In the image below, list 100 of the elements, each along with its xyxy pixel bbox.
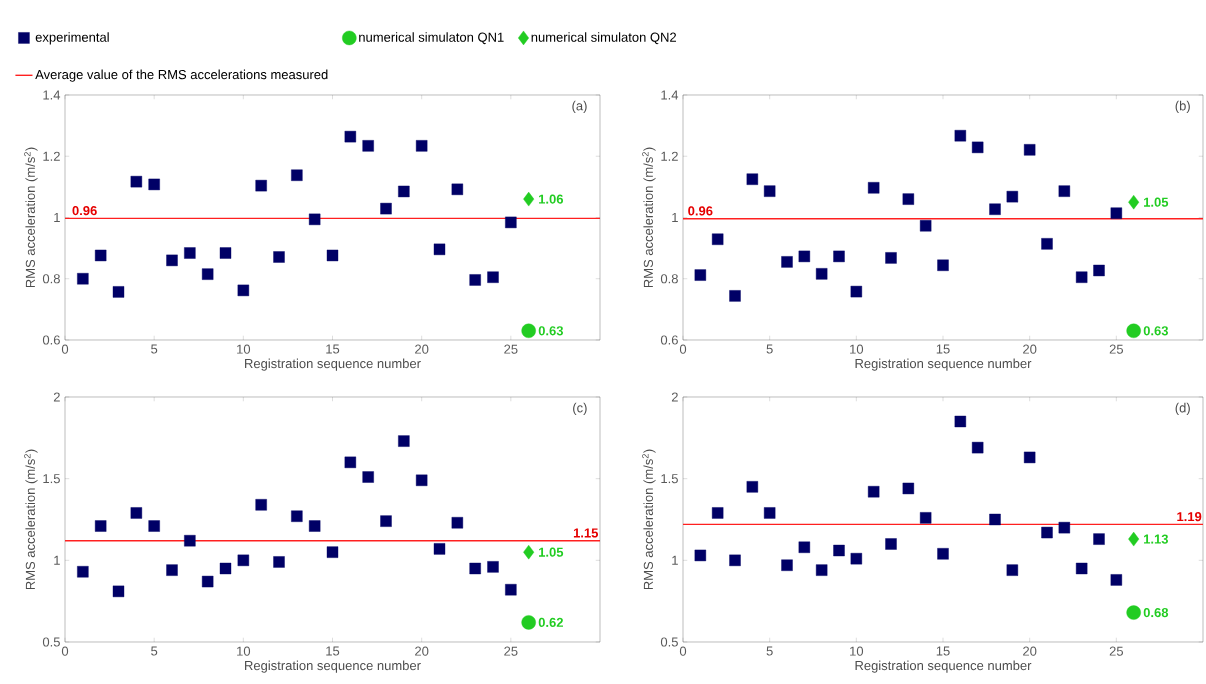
point <box>505 216 517 229</box>
point <box>398 435 410 447</box>
point <box>919 220 932 232</box>
point <box>711 507 724 519</box>
point <box>148 520 160 532</box>
x-axis-title: Registration sequence number <box>245 358 421 371</box>
point <box>1110 207 1123 219</box>
point <box>729 554 741 567</box>
point <box>885 538 897 550</box>
point <box>746 173 759 185</box>
point <box>694 549 707 562</box>
point <box>1041 238 1053 250</box>
x-tick-label: 20 <box>415 646 429 656</box>
data-label: 0.63 <box>538 326 564 336</box>
point <box>415 474 428 486</box>
point <box>729 290 741 302</box>
y-tick-label: 1.4 <box>661 90 679 100</box>
point <box>989 203 1001 215</box>
point <box>469 274 481 286</box>
y-tick-label: 1.5 <box>43 474 60 484</box>
x-tick-label: 0 <box>61 646 69 656</box>
x-axis-title: Registration sequence number <box>855 660 1032 673</box>
point <box>1126 605 1141 620</box>
point <box>781 256 793 268</box>
point <box>867 486 880 498</box>
x-tick-label: 25 <box>504 646 518 656</box>
data-label: 1.06 <box>539 194 564 204</box>
point <box>380 202 392 215</box>
point <box>694 269 707 281</box>
annotation: 1.19 <box>1177 511 1202 522</box>
point <box>867 182 880 194</box>
point <box>1041 526 1053 539</box>
y-tick-label: 1.2 <box>43 151 60 161</box>
point <box>433 243 446 256</box>
y-axis-title: RMS acceleration (m/s$^{2}$) <box>24 449 38 590</box>
y-axis-title: RMS acceleration (m/s$^{2}$) <box>642 147 656 288</box>
data-label: 1.05 <box>1144 197 1169 207</box>
point <box>763 185 776 197</box>
point <box>166 564 178 576</box>
point <box>255 499 267 511</box>
y-axis-title: RMS acceleration (m/s$^{2}$) <box>642 449 656 590</box>
point <box>850 552 863 565</box>
point <box>1128 194 1140 210</box>
point <box>94 520 107 532</box>
y-tick-label: 1 <box>54 213 60 222</box>
x-tick-label: 5 <box>766 344 773 354</box>
data-label: 1.05 <box>539 547 564 557</box>
chart-title: (d) <box>1175 402 1190 415</box>
point <box>219 562 232 575</box>
point <box>219 247 232 259</box>
point <box>112 286 125 298</box>
point <box>398 185 410 198</box>
point <box>902 193 915 205</box>
x-tick-label: 10 <box>850 646 864 656</box>
point <box>711 233 724 245</box>
point <box>166 254 178 267</box>
point <box>112 585 125 598</box>
point <box>1075 271 1088 283</box>
x-tick-label: 10 <box>850 344 864 354</box>
point <box>362 471 374 483</box>
point <box>237 284 250 297</box>
point <box>781 559 793 571</box>
point <box>273 556 285 568</box>
point <box>433 543 446 555</box>
point <box>815 268 828 280</box>
point <box>291 169 303 181</box>
x-tick-label: 15 <box>326 646 340 656</box>
point <box>130 507 143 519</box>
point <box>148 178 160 191</box>
point <box>291 510 303 522</box>
chart-title: (b) <box>1175 100 1190 113</box>
y-tick-label: 2 <box>53 392 60 402</box>
point <box>850 285 863 298</box>
x-tick-label: 15 <box>936 646 950 656</box>
point <box>902 482 915 495</box>
point <box>487 561 499 573</box>
x-tick-label: 5 <box>151 646 158 656</box>
point <box>1093 264 1105 277</box>
x-tick-label: 0 <box>679 646 687 656</box>
point <box>833 544 845 557</box>
point <box>201 268 214 280</box>
x-tick-label: 25 <box>504 344 518 354</box>
x-tick-label: 0 <box>679 344 687 354</box>
point <box>1006 190 1019 203</box>
data-label: 0.62 <box>538 617 563 627</box>
x-tick-label: 25 <box>1109 646 1124 656</box>
point <box>1093 533 1105 545</box>
y-tick-label: 0.8 <box>42 274 60 284</box>
point <box>521 615 536 630</box>
annotation: 1.15 <box>573 528 599 538</box>
point <box>487 271 499 283</box>
point <box>798 250 811 263</box>
point <box>833 250 845 263</box>
point <box>1128 531 1140 547</box>
point <box>885 252 897 264</box>
y-tick-label: 1.5 <box>661 474 678 484</box>
point <box>954 415 967 428</box>
y-tick-label: 1 <box>672 213 678 222</box>
y-tick-label: 0.5 <box>42 637 60 647</box>
point <box>201 575 214 588</box>
